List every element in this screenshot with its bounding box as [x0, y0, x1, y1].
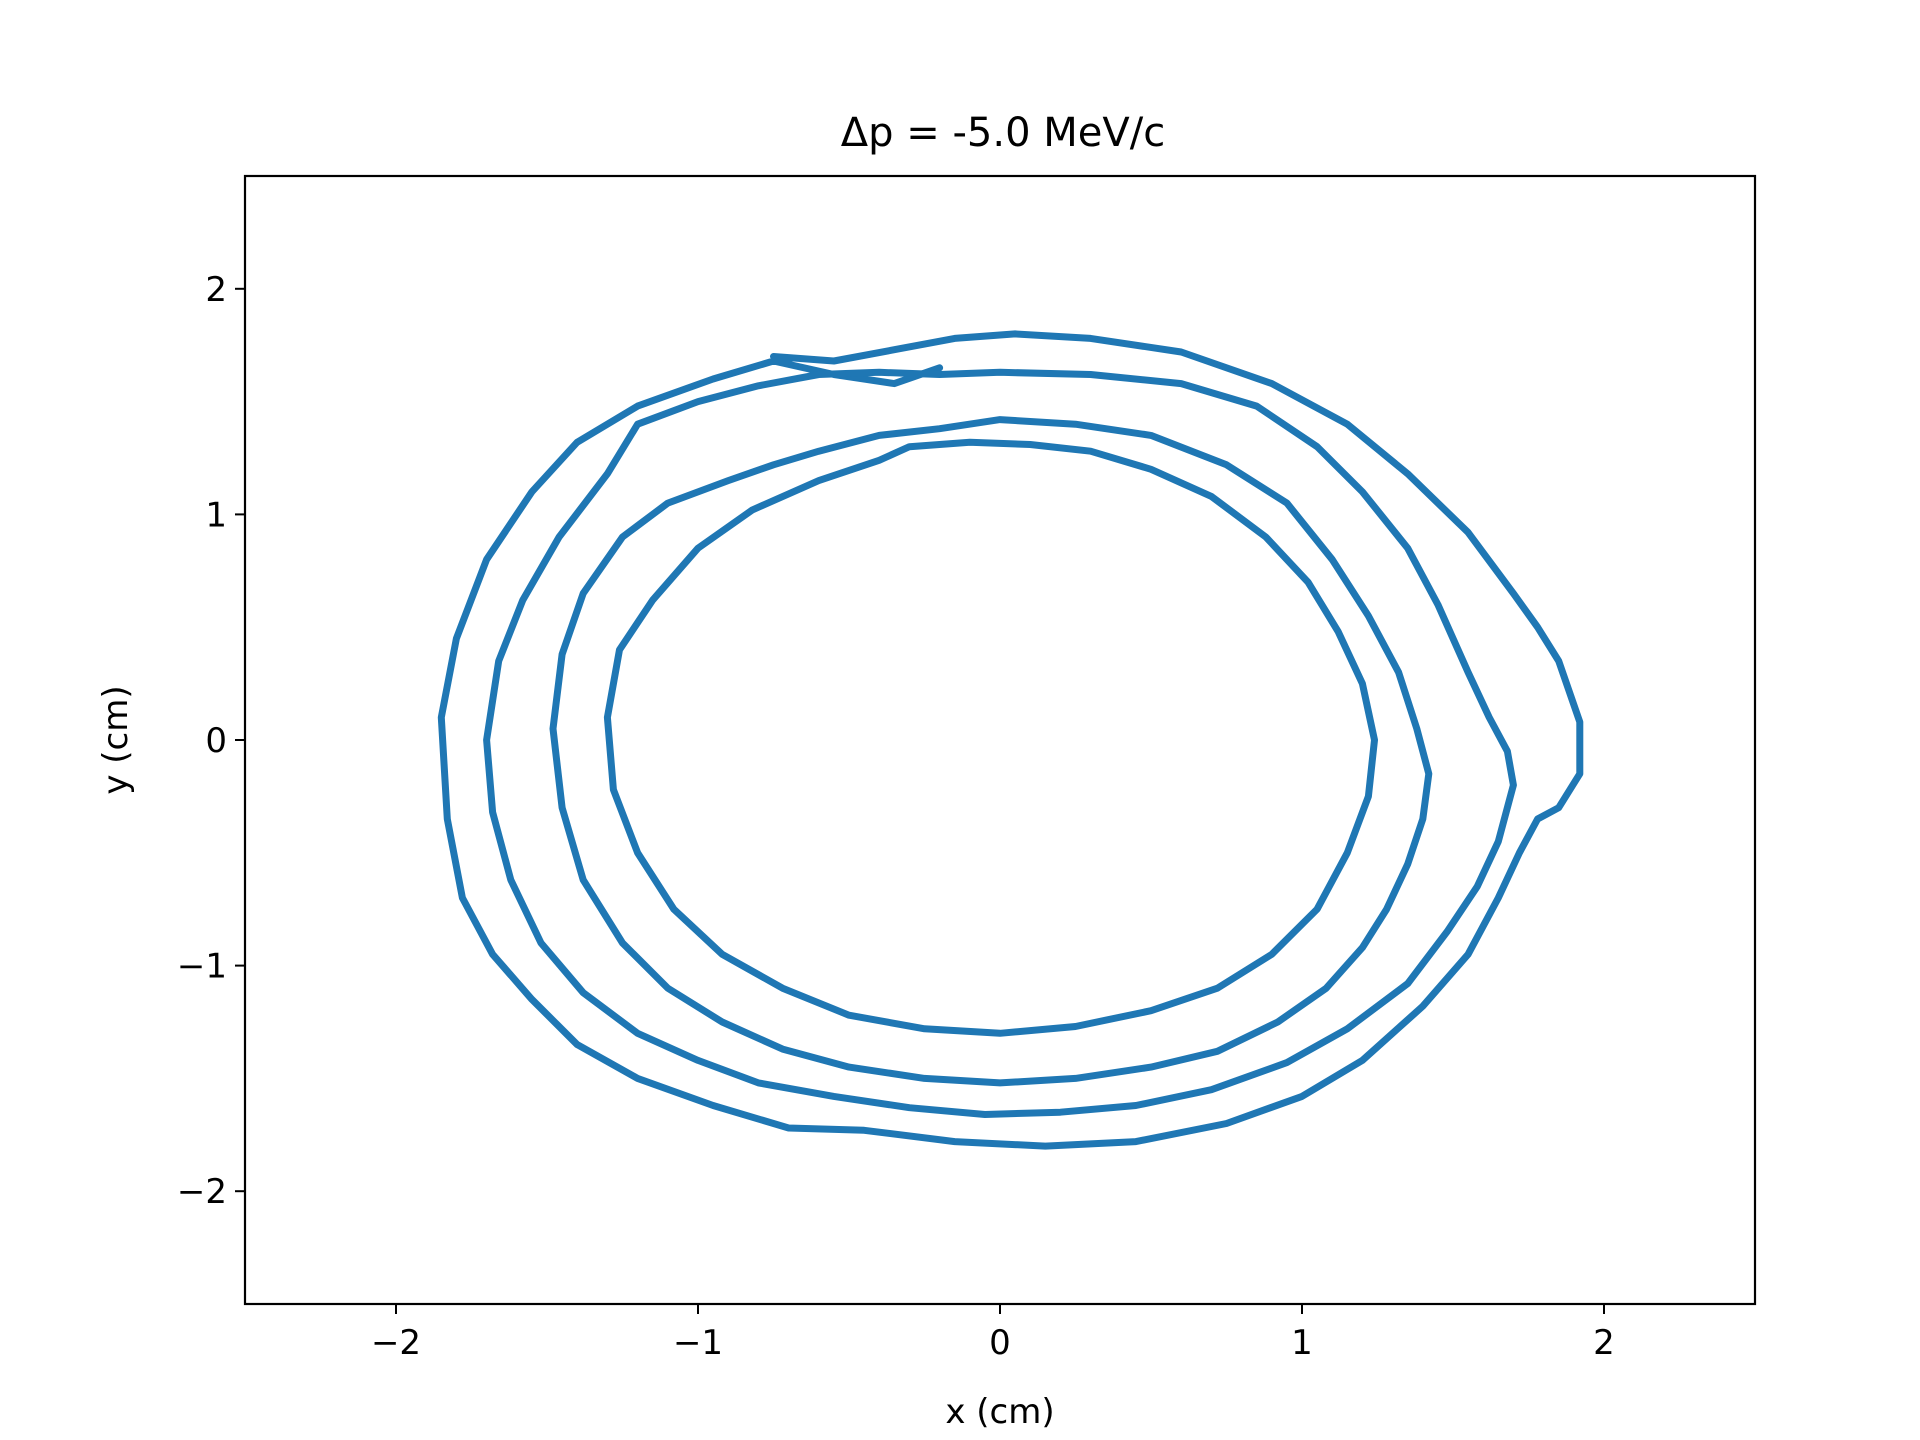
chart-title: Δp = -5.0 MeV/c [841, 110, 1165, 156]
y-axis-ticks: −2 −1 0 1 2 [177, 270, 245, 1212]
x-tick-label: 1 [1291, 1323, 1313, 1363]
y-tick-label: 2 [205, 270, 227, 310]
x-tick-label: −2 [371, 1323, 421, 1363]
y-tick-label: 1 [205, 495, 227, 535]
trajectory-line-3 [549, 416, 1433, 1087]
x-tick-label: 0 [989, 1323, 1011, 1363]
trajectory-line-2 [483, 368, 1517, 1118]
x-axis-label: x (cm) [945, 1392, 1054, 1432]
series-layer [437, 330, 1584, 1150]
y-tick-label: −1 [177, 947, 227, 987]
y-tick-label: −2 [177, 1172, 227, 1212]
x-tick-label: 2 [1593, 1323, 1615, 1363]
trajectory-line-1 [437, 330, 1584, 1150]
y-tick-label: 0 [205, 721, 227, 761]
x-tick-label: −1 [673, 1323, 723, 1363]
trajectory-line-4 [603, 438, 1378, 1037]
x-axis-ticks: −2 −1 0 1 2 [371, 1304, 1615, 1363]
y-axis-label: y (cm) [96, 685, 136, 794]
